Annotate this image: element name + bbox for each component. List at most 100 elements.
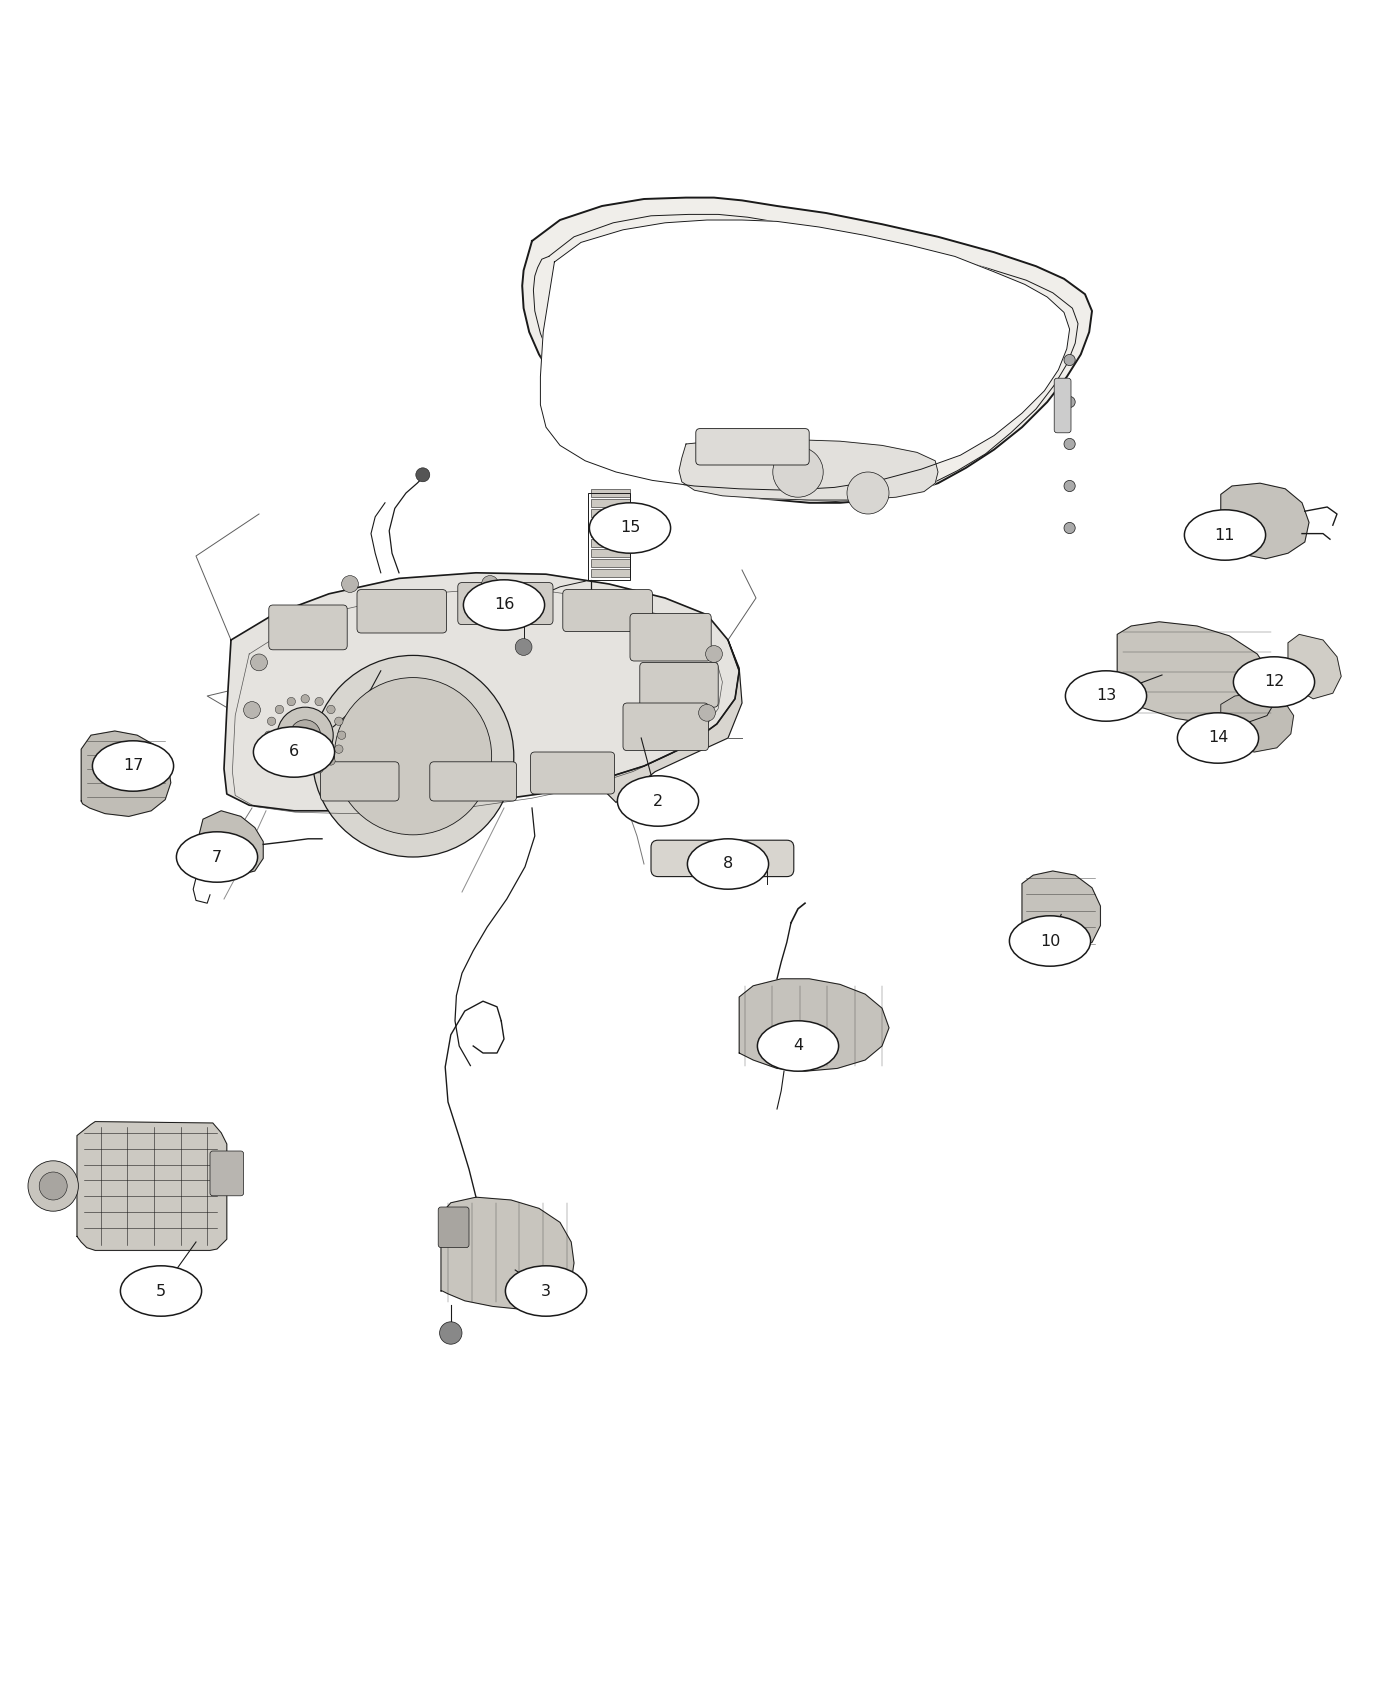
Text: 2: 2 [652,794,664,809]
Polygon shape [77,1122,227,1251]
Ellipse shape [617,775,699,826]
Circle shape [1064,439,1075,449]
Ellipse shape [120,1266,202,1316]
Polygon shape [441,1197,574,1309]
Bar [591,508,630,517]
Bar [591,559,630,568]
Circle shape [315,697,323,706]
Text: 6: 6 [288,745,300,760]
Circle shape [514,602,533,622]
Circle shape [326,756,335,765]
Circle shape [326,706,335,714]
Circle shape [28,1161,78,1210]
Circle shape [482,576,498,592]
Polygon shape [1221,694,1294,751]
Circle shape [1064,396,1075,408]
Circle shape [265,731,273,740]
Circle shape [847,473,889,513]
Circle shape [277,707,333,763]
Ellipse shape [1233,656,1315,707]
Text: 15: 15 [620,520,640,536]
Circle shape [1064,354,1075,366]
Circle shape [416,468,430,481]
Polygon shape [1022,870,1100,950]
FancyBboxPatch shape [210,1151,244,1195]
Ellipse shape [92,741,174,791]
Circle shape [267,745,276,753]
Circle shape [315,765,323,774]
FancyBboxPatch shape [430,762,517,801]
Bar [591,529,630,537]
Ellipse shape [757,1020,839,1071]
Bar [591,490,630,496]
Text: 8: 8 [722,857,734,872]
Polygon shape [540,219,1070,490]
Circle shape [440,1323,462,1345]
Circle shape [301,695,309,704]
Circle shape [244,702,260,719]
Ellipse shape [253,728,335,777]
Text: 12: 12 [1264,675,1284,690]
Polygon shape [1117,622,1277,724]
FancyBboxPatch shape [438,1207,469,1248]
Ellipse shape [687,838,769,889]
Circle shape [335,717,343,726]
Circle shape [335,745,343,753]
Polygon shape [81,731,171,816]
Polygon shape [1288,634,1341,699]
Text: 14: 14 [1208,731,1228,746]
Circle shape [699,704,715,721]
Circle shape [287,765,295,774]
Ellipse shape [1177,712,1259,763]
Polygon shape [1221,483,1309,559]
Circle shape [290,719,321,751]
FancyBboxPatch shape [269,605,347,649]
Bar [591,549,630,558]
FancyBboxPatch shape [651,840,794,877]
Ellipse shape [463,580,545,631]
Text: 7: 7 [211,850,223,865]
Bar [591,568,630,576]
Circle shape [287,697,295,706]
Circle shape [773,447,823,496]
FancyBboxPatch shape [640,663,718,707]
Ellipse shape [505,1266,587,1316]
Bar [591,498,630,507]
FancyBboxPatch shape [321,762,399,801]
Circle shape [337,731,346,740]
Polygon shape [739,979,889,1071]
Polygon shape [522,197,1092,503]
Circle shape [1064,481,1075,491]
Ellipse shape [589,503,671,552]
Text: 11: 11 [1215,527,1235,542]
Ellipse shape [1009,916,1091,966]
Circle shape [312,656,514,857]
Bar [591,518,630,527]
Polygon shape [595,639,742,802]
Circle shape [515,639,532,656]
Circle shape [301,767,309,775]
Bar [588,493,630,580]
Circle shape [267,717,276,726]
Text: 5: 5 [155,1284,167,1299]
Text: 16: 16 [494,597,514,612]
Text: 17: 17 [123,758,143,774]
Text: 4: 4 [792,1039,804,1054]
Ellipse shape [176,831,258,882]
Text: 3: 3 [540,1284,552,1299]
Polygon shape [199,811,263,876]
Polygon shape [224,573,739,811]
Circle shape [251,654,267,672]
FancyBboxPatch shape [696,428,809,466]
Circle shape [342,576,358,592]
Ellipse shape [1184,510,1266,561]
FancyBboxPatch shape [458,583,553,624]
Text: 10: 10 [1040,933,1060,949]
Polygon shape [679,440,938,500]
Circle shape [276,706,284,714]
Circle shape [39,1171,67,1200]
FancyBboxPatch shape [623,704,708,751]
Circle shape [1064,522,1075,534]
Ellipse shape [1065,672,1147,721]
FancyBboxPatch shape [1054,377,1071,434]
